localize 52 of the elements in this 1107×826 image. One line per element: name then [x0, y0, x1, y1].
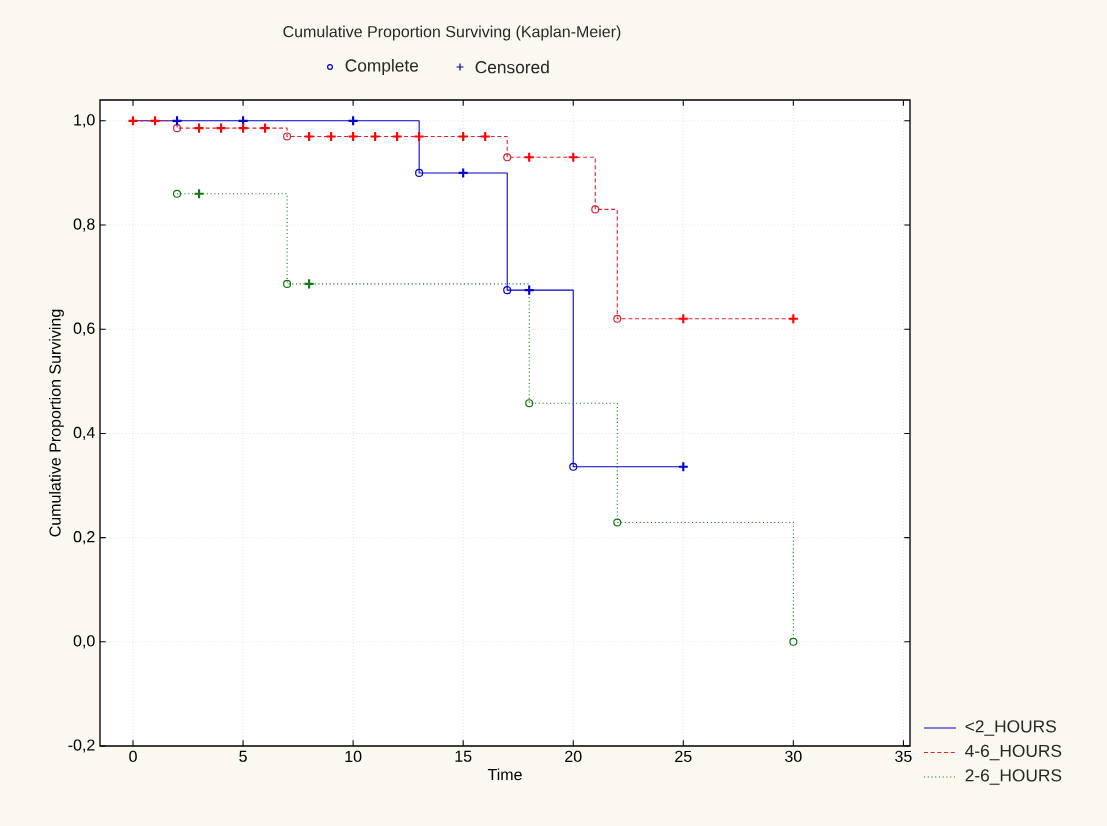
chart-title: Cumulative Proportion Surviving (Kaplan-Meier) [283, 25, 621, 41]
point [149, 115, 161, 127]
x-tick-label: 30 [785, 750, 802, 763]
point [283, 132, 292, 141]
y-tick-label: 0,6 [73, 322, 95, 336]
point [172, 124, 182, 133]
x-axis-title: Time [487, 768, 522, 781]
y-tick-label: 0,4 [73, 426, 95, 441]
point [193, 122, 205, 134]
y-tick-label: 0,0 [73, 635, 95, 649]
point [523, 284, 535, 296]
legend-label: 2-6_HOURS [965, 769, 1062, 785]
x-tick-label: 10 [345, 750, 362, 763]
y-tick-label: 0,2 [73, 531, 95, 545]
point [503, 153, 512, 162]
point [172, 189, 182, 198]
y-tick-label: 1,0 [74, 114, 95, 128]
point [171, 115, 183, 127]
x-tick-label: 15 [455, 750, 472, 762]
x-tick-label: 0 [129, 750, 137, 763]
point [677, 461, 689, 473]
y-tick-label: 0,8 [73, 218, 95, 232]
legend-label: Censored [475, 60, 549, 74]
x-tick-label: 35 [895, 750, 912, 763]
point [569, 462, 578, 471]
point [215, 122, 227, 134]
point [613, 314, 622, 323]
point [237, 115, 249, 127]
point [613, 518, 622, 527]
legend-label: <2_HOURS [965, 720, 1056, 736]
point [503, 286, 512, 295]
point [347, 115, 359, 127]
x-tick-label: 20 [565, 750, 582, 763]
point [237, 122, 249, 134]
point [415, 168, 424, 177]
point [259, 122, 271, 134]
point [567, 151, 579, 163]
y-tick-label: -0,2 [68, 739, 95, 753]
legend-label: Complete [345, 58, 419, 76]
y-axis-title: Cumulative Proportion Surviving [48, 309, 64, 537]
point [523, 151, 535, 163]
point [127, 115, 139, 127]
point [789, 637, 798, 646]
x-tick-label: 25 [675, 750, 692, 763]
point [677, 313, 689, 325]
x-tick-label: 5 [239, 750, 247, 762]
legend-label: 4-6_HOURS [965, 744, 1062, 761]
point [787, 313, 799, 325]
point [525, 399, 534, 408]
point [283, 279, 292, 288]
point [457, 167, 469, 179]
point [591, 205, 600, 214]
